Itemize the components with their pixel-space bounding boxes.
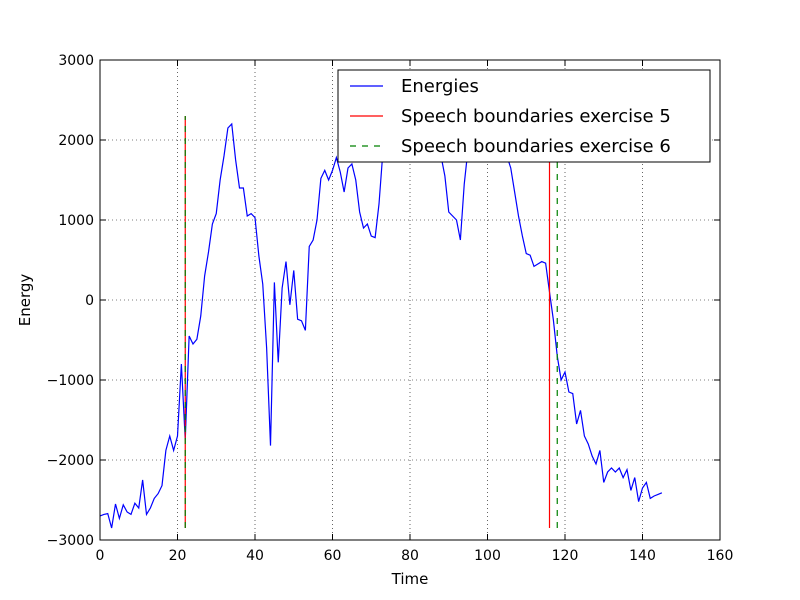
y-tick-label: 1000 bbox=[58, 213, 94, 229]
x-tick-label: 120 bbox=[552, 548, 579, 564]
y-axis-title: Energy bbox=[16, 274, 34, 327]
series-line-energies bbox=[100, 94, 663, 529]
x-tick-label: 160 bbox=[707, 548, 734, 564]
y-tick-label: 0 bbox=[85, 293, 94, 309]
legend-label-boundary5: Speech boundaries exercise 5 bbox=[401, 106, 671, 127]
y-tick-labels: −3000 −2000 −1000 0 1000 2000 3000 bbox=[47, 53, 94, 549]
plot-content bbox=[100, 94, 663, 529]
legend: Energies Speech boundaries exercise 5 Sp… bbox=[337, 69, 711, 163]
legend-label-boundary6: Speech boundaries exercise 6 bbox=[401, 136, 671, 157]
legend-label-energies: Energies bbox=[401, 76, 479, 97]
y-tick-label: 2000 bbox=[58, 133, 94, 149]
axis-ticks bbox=[99, 59, 721, 541]
x-tick-label: 100 bbox=[474, 548, 501, 564]
y-tick-label: −3000 bbox=[47, 533, 94, 549]
x-tick-label: 20 bbox=[169, 548, 187, 564]
x-tick-label: 0 bbox=[96, 548, 105, 564]
x-axis-title: Time bbox=[391, 570, 429, 588]
x-tick-label: 140 bbox=[629, 548, 656, 564]
x-tick-label: 80 bbox=[401, 548, 419, 564]
boundary-lines bbox=[184, 116, 558, 528]
y-tick-label: 3000 bbox=[58, 53, 94, 69]
x-tick-labels: 0 20 40 60 80 100 120 140 160 bbox=[96, 548, 734, 564]
x-tick-label: 40 bbox=[246, 548, 264, 564]
y-tick-label: −2000 bbox=[47, 453, 94, 469]
x-tick-label: 60 bbox=[324, 548, 342, 564]
legend-box bbox=[337, 69, 711, 163]
y-tick-label: −1000 bbox=[47, 373, 94, 389]
